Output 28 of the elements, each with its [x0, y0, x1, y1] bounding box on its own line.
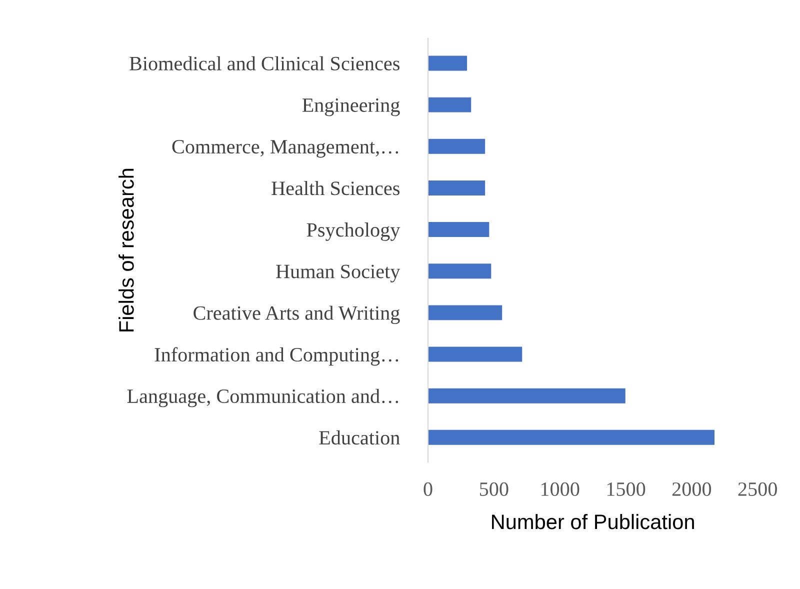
x-tick-label: 0 [424, 482, 432, 496]
bar [428, 264, 492, 279]
bar [428, 97, 472, 112]
x-tick-label: 1000 [541, 482, 580, 496]
bar [428, 430, 714, 445]
y-tick-label: Biomedical and Clinical Sciences [130, 56, 400, 70]
bar [428, 180, 486, 196]
y-tick-label: Psychology [306, 222, 400, 241]
bar [428, 346, 522, 362]
y-tick-label: Creative Arts and Writing [194, 306, 400, 324]
bar [428, 222, 490, 238]
bar [428, 388, 626, 404]
y-tick-label: Commerce, Management,… [172, 140, 398, 158]
y-axis-title: Fields of research [118, 168, 134, 332]
y-tick-label: Language, Communication and… [127, 388, 398, 408]
bar [428, 138, 486, 154]
bar [428, 305, 502, 320]
y-tick-label: Education [319, 430, 400, 445]
y-tick-label: Information and Computing… [154, 347, 398, 366]
bar [428, 56, 468, 71]
x-tick-label: 2000 [672, 482, 712, 496]
y-tick-label: Engineering [302, 98, 400, 116]
y-tick-label: Human Society [276, 264, 400, 282]
x-tick-label: 500 [480, 482, 508, 496]
y-tick-label: Health Sciences [272, 180, 400, 196]
x-tick-label: 2500 [738, 482, 777, 496]
x-axis-title: Number of Publication [492, 514, 694, 530]
x-tick-label: 1500 [607, 482, 646, 496]
